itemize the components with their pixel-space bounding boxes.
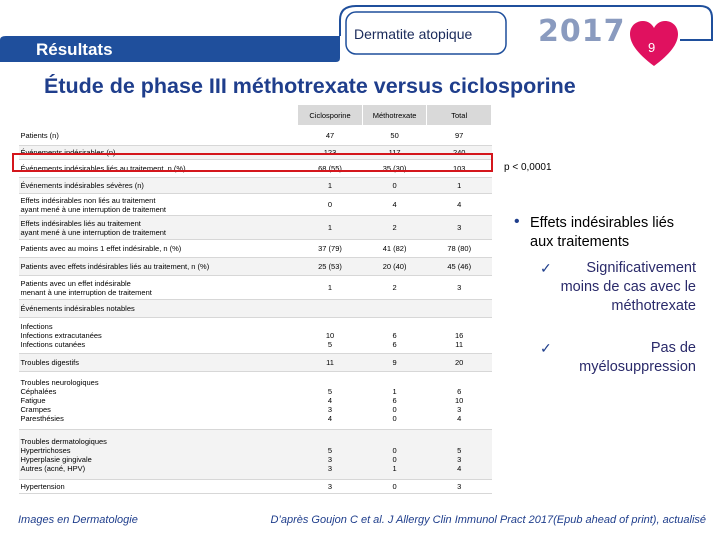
row-label: Effets indésirables non liés au traiteme… [20,195,167,214]
footer-reference: D’après Goujon C et al. J Allergy Clin I… [270,514,706,526]
table-row: Troubles digestifs 11 9 20 [18,353,492,372]
row-label: Troubles dermatologiques Hypertrichoses … [20,436,107,473]
cell-value: 3 [457,223,462,232]
row-label: Événements indésirables liés au traiteme… [20,164,186,173]
cell-value: 45 (46) [447,262,472,271]
table-row: Événements indésirables (n) 123 117 240 [18,145,492,160]
table-row: Troubles dermatologiques Hypertrichoses … [18,429,492,480]
cell-value: 41 (82) [382,244,407,253]
cell-value: 2 [392,223,397,232]
highlight-box [12,153,493,172]
table-row: Effets indésirables non liés au traiteme… [18,194,492,216]
cell-value: 4 [392,200,397,209]
cell-value: 5 3 3 [327,445,333,473]
cell-value: 3 [457,283,462,292]
table-row: Effets indésirables liés au traitement a… [18,215,492,240]
cell-value: 2 [392,283,397,292]
cell-value: 20 (40) [382,262,407,271]
cell-value: 123 [323,148,337,157]
row-label: Patients (n) [20,131,59,140]
cell-value: 1 [327,181,333,190]
cell-value: 78 (80) [447,244,472,253]
table-row: Troubles neurologiques Céphalées Fatigue… [18,372,492,430]
cell-value: 0 [392,482,397,491]
table-row: Événements indésirables notables [18,299,492,318]
cell-value: 6 6 [392,331,397,349]
table-row: Patients avec un effet indésirable menan… [18,276,492,300]
cell-value: 0 0 1 [392,445,397,473]
cell-value: 1 [327,223,333,232]
footer-source: Images en Dermatologie [18,514,138,526]
table-row: Patients avec au moins 1 effet indésirab… [18,240,492,258]
cell-value: 35 (30) [382,164,407,173]
bullet-text: Effets indésirables liés aux traitements [530,215,675,250]
cell-value: 37 (79) [318,244,342,253]
year-label: 2017 [538,14,626,49]
row-label: Événements indésirables sévères (n) [20,181,144,190]
col-header-total: Total [426,104,492,126]
table-row: Hypertension 3 0 3 [18,480,492,494]
cell-value: 3 [327,482,333,491]
cell-value: 1 [457,181,462,190]
slide-title: Étude de phase III méthotrexate versus c… [44,74,576,98]
cell-value: 5 4 3 4 [327,387,333,423]
sub-bullet-1: Significativement moins de cas avec le m… [560,260,696,314]
cell-value: 240 [452,148,466,157]
row-label: Patients avec au moins 1 effet indésirab… [20,244,182,253]
row-label: Troubles digestifs [20,358,80,367]
sub-bullet-2: Pas de myélosuppression [579,340,696,375]
cell-value: 6 10 3 4 [455,387,464,423]
row-label: Infections Infections extracutanées Infe… [20,322,102,349]
cell-value: 5 3 4 [457,445,462,473]
cell-value: 11 [326,358,334,367]
cell-value: 0 [327,200,333,209]
cell-value: 16 11 [455,331,464,349]
col-header-methotrexate: Méthotrexate [361,104,428,126]
cell-value: 50 [390,131,399,140]
bullet-icon: • [514,213,520,230]
table-row: Événements indésirables liés au traiteme… [18,160,492,178]
table-corner [17,104,299,126]
row-label: Événements indésirables (n) [20,148,116,157]
cell-value: 68 (55) [318,164,342,173]
table-row: Patients avec effets indésirables liés a… [18,257,492,276]
checkmark-icon: ✓ [540,260,552,276]
section-title: Résultats [36,40,113,59]
header-shape [0,5,713,62]
table-body: Patients (n) 47 50 97 Événements indésirable… [18,126,492,494]
col-header-ciclosporine: Ciclosporine [297,104,363,126]
cell-value: 4 [457,200,462,209]
cell-value: 25 (53) [318,262,342,271]
cell-value: 0 [392,181,397,190]
table-row: Patients (n) 47 50 97 [18,126,492,146]
topic-label: Dermatite atopique [354,26,473,42]
cell-value [298,300,363,318]
row-label: Événements indésirables notables [20,304,135,313]
table-row: Événements indésirables sévères (n) 1 0 1 [18,177,492,194]
header-band [0,0,720,62]
checkmark-icon: ✓ [540,340,552,356]
heart-icon [630,21,678,66]
row-label: Patients avec effets indésirables liés a… [20,262,210,271]
p-value: p < 0,0001 [504,162,552,173]
table-row: Infections Infections extracutanées Infe… [18,318,492,354]
cell-value: 20 [455,358,464,367]
row-label: Troubles neurologiques Céphalées Fatigue… [20,378,99,423]
cell-value: 117 [388,148,401,157]
cell-value: 3 [457,482,462,491]
adverse-events-table: Ciclosporine Méthotrexate Total Patients… [17,104,492,494]
cell-value [362,300,427,318]
page-number: 9 [648,40,656,55]
cell-value: 1 6 0 0 [392,387,397,423]
row-label: Hypertension [20,482,65,491]
cell-value [427,300,492,318]
row-label: Patients avec un effet indésirable menan… [20,278,152,297]
cell-value: 9 [392,358,397,367]
cell-value: 103 [452,164,466,173]
row-label: Effets indésirables liés au traitement a… [20,218,167,237]
cell-value: 1 [327,283,333,292]
cell-value: 10 5 [325,331,335,349]
cell-value: 47 [325,131,335,140]
cell-value: 97 [455,131,464,140]
